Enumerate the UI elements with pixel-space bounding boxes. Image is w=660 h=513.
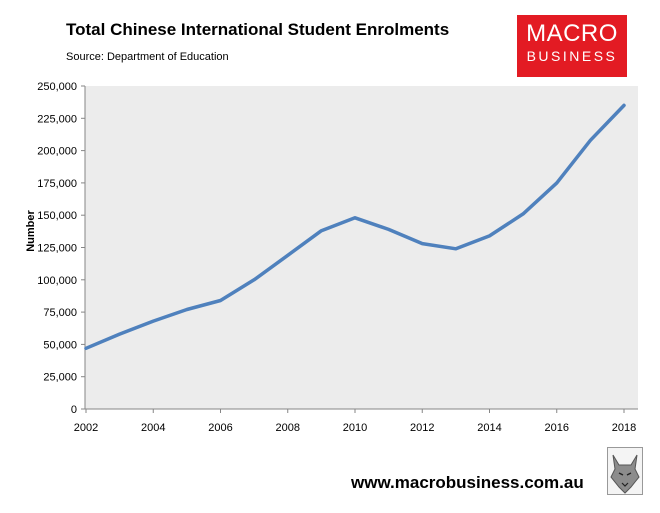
x-tick-label: 2018: [612, 422, 636, 434]
series-group: [84, 103, 626, 351]
y-tick-label: 250,000: [37, 81, 77, 93]
x-tick-label: 2016: [545, 422, 569, 434]
x-tick-label: 2014: [477, 422, 501, 434]
x-tick-label: 2008: [276, 422, 300, 434]
plot-area: [85, 86, 638, 409]
wolf-icon: [607, 447, 643, 495]
axes: [84, 86, 638, 410]
y-axis-ticks: 0 25,000 50,000 75,000 100,000 125,000 150,000…: [37, 81, 85, 416]
x-tick-label: 2002: [74, 422, 98, 434]
logo-line-1: MACRO: [526, 20, 618, 47]
x-tick-label: 2012: [410, 422, 434, 434]
series-line: [84, 103, 626, 351]
y-tick-label: 125,000: [37, 243, 77, 255]
y-tick-label: 50,000: [43, 339, 77, 351]
x-tick-label: 2010: [343, 422, 367, 434]
logo-line-2: BUSINESS: [526, 48, 618, 64]
y-tick-label: 0: [71, 404, 77, 416]
chart-subtitle: Source: Department of Education: [66, 51, 229, 63]
x-tick-label: 2004: [141, 422, 165, 434]
y-tick-label: 75,000: [43, 307, 77, 319]
x-tick-label: 2006: [208, 422, 232, 434]
y-tick-label: 200,000: [37, 146, 77, 158]
website-url[interactable]: www.macrobusiness.com.au: [351, 473, 584, 492]
macrobusiness-logo[interactable]: MACRO BUSINESS: [517, 15, 627, 77]
y-tick-label: 150,000: [37, 210, 77, 222]
y-tick-label: 25,000: [43, 372, 77, 384]
chart-title: Total Chinese International Student Enro…: [66, 20, 450, 39]
y-tick-label: 225,000: [37, 113, 77, 125]
x-axis-ticks: 2002 2004 2006 2008 2010 2012 2014 2016 2018: [74, 409, 636, 434]
y-tick-label: 175,000: [37, 178, 77, 190]
y-tick-label: 100,000: [37, 275, 77, 287]
